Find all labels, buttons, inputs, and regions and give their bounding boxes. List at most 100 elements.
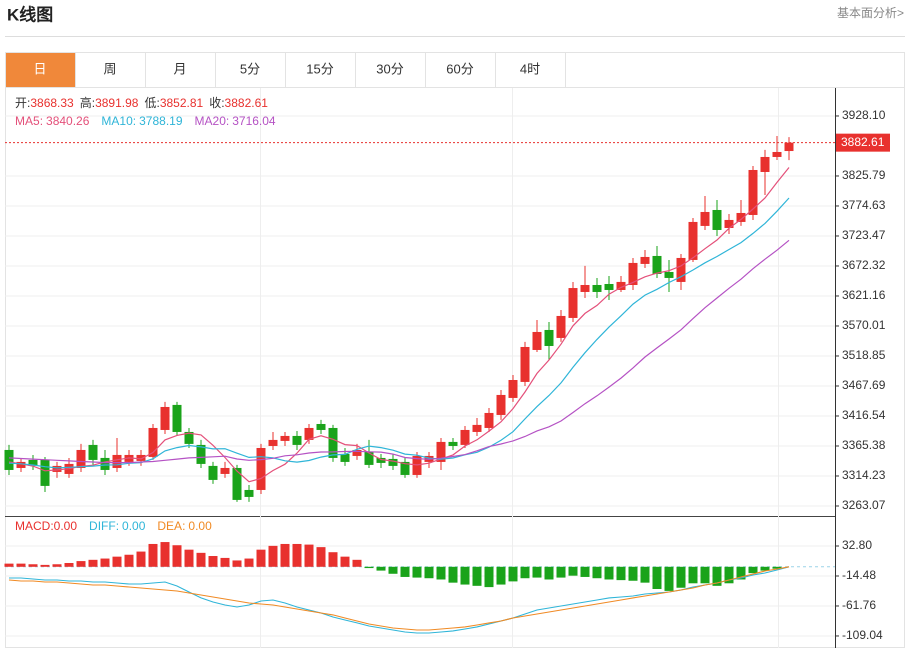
macd-bar: [412, 566, 422, 578]
tab[interactable]: 30分: [355, 52, 426, 88]
analysis-link[interactable]: 基本面分析>: [837, 6, 904, 20]
macd-bar: [328, 552, 338, 567]
macd-bar: [256, 549, 266, 567]
y-tick-label: 3263.07: [842, 498, 886, 512]
tab-label[interactable]: 60分: [446, 61, 473, 76]
tab[interactable]: 60分: [425, 52, 496, 88]
legend-name: MACD:: [15, 519, 54, 533]
macd-bar: [172, 545, 182, 567]
candle-body: [364, 451, 374, 465]
legend-name: MA20: [195, 114, 227, 128]
ma-line: [8, 239, 790, 464]
legend-value: 3716.04: [232, 114, 276, 128]
macd-bar: [664, 566, 674, 591]
tab-label[interactable]: 月: [173, 61, 186, 76]
macd-bar: [580, 566, 590, 577]
candle-body: [772, 151, 782, 157]
y-tick-label: 32.80: [842, 538, 872, 552]
macd-bar: [676, 566, 686, 588]
macd-bar: [388, 566, 398, 574]
tab-box[interactable]: [495, 52, 566, 88]
y-tick-label: 3416.54: [842, 408, 886, 422]
tab[interactable]: 4时: [495, 52, 566, 88]
tab[interactable]: 月: [145, 52, 216, 88]
candle-body: [496, 394, 506, 415]
candle-body: [100, 457, 110, 470]
legend-name: MA5: [15, 114, 40, 128]
macd-bar: [52, 564, 62, 567]
candle-body: [448, 441, 458, 446]
macd-bar: [604, 566, 614, 580]
legend-sep: :: [40, 114, 43, 128]
macd-bar: [76, 561, 86, 567]
macd-bar: [64, 562, 74, 567]
candle-body: [784, 142, 794, 152]
ohlc-label: 开:: [15, 96, 30, 110]
legend-value: 0.00: [122, 519, 146, 533]
ohlc-value: 3868.33: [30, 96, 74, 110]
macd-bar: [40, 564, 50, 567]
tab[interactable]: 15分: [285, 52, 356, 88]
macd-bar: [280, 543, 290, 567]
candle-body: [712, 209, 722, 230]
macd-bar: [124, 554, 134, 567]
macd-bar: [520, 566, 530, 579]
macd-bar: [772, 566, 782, 569]
candle-body: [136, 454, 146, 461]
macd-bar: [568, 566, 578, 576]
ohlc-value: 3891.98: [95, 96, 139, 110]
tab-box[interactable]: [285, 52, 356, 88]
macd-bar: [688, 566, 698, 584]
candle-body: [652, 255, 662, 274]
tab-box[interactable]: [5, 52, 76, 88]
candle-body: [196, 444, 206, 464]
candle-body: [244, 489, 254, 497]
tab[interactable]: 日: [5, 52, 76, 88]
candle-body: [676, 257, 686, 282]
ohlc-label: 低:: [144, 96, 159, 110]
tab-label[interactable]: 15分: [306, 61, 333, 76]
ohlc-info: 开:3868.33 高:3891.98 低:3852.81 收:3882.61: [15, 95, 268, 110]
macd-bar: [472, 566, 482, 586]
macd-bar: [232, 560, 242, 567]
macd-bar: [136, 551, 146, 567]
tab-label[interactable]: 5分: [240, 61, 260, 76]
candle-body: [76, 449, 86, 468]
macd-bar: [28, 564, 38, 567]
ohlc-label: 收:: [209, 96, 224, 110]
macd-bar: [244, 558, 254, 567]
tab-box[interactable]: [145, 52, 216, 88]
candle-body: [748, 169, 758, 215]
macd-bar: [268, 545, 278, 567]
macd-bar: [508, 566, 518, 582]
candle-body: [400, 461, 410, 475]
ohlc-value: 3882.61: [225, 96, 269, 110]
macd-bar: [376, 566, 386, 571]
candle-body: [316, 423, 326, 430]
tab-label[interactable]: 30分: [376, 61, 403, 76]
macd-bar: [544, 566, 554, 580]
candle-body: [508, 379, 518, 398]
tab[interactable]: 周: [75, 52, 146, 88]
tab-label[interactable]: 日: [33, 61, 46, 76]
candle-body: [688, 221, 698, 260]
candle-body: [628, 262, 638, 285]
last-price-box: [836, 133, 890, 152]
candle-body: [556, 315, 566, 338]
tab-label[interactable]: 4时: [520, 61, 540, 76]
tab-label[interactable]: 周: [103, 61, 116, 76]
candle-body: [268, 439, 278, 446]
candle-body: [16, 461, 26, 468]
candle-body: [340, 453, 350, 462]
macd-bar: [424, 566, 434, 579]
candle-body: [292, 435, 302, 445]
candle-body: [112, 454, 122, 468]
tab[interactable]: 5分: [215, 52, 286, 88]
macd-bar: [748, 566, 758, 574]
y-tick-label: 3365.38: [842, 438, 886, 452]
macd-bar: [100, 558, 110, 567]
candle-body: [148, 427, 158, 457]
ma-line: [8, 167, 790, 483]
candle-body: [544, 329, 554, 346]
tab-box[interactable]: [75, 52, 146, 88]
